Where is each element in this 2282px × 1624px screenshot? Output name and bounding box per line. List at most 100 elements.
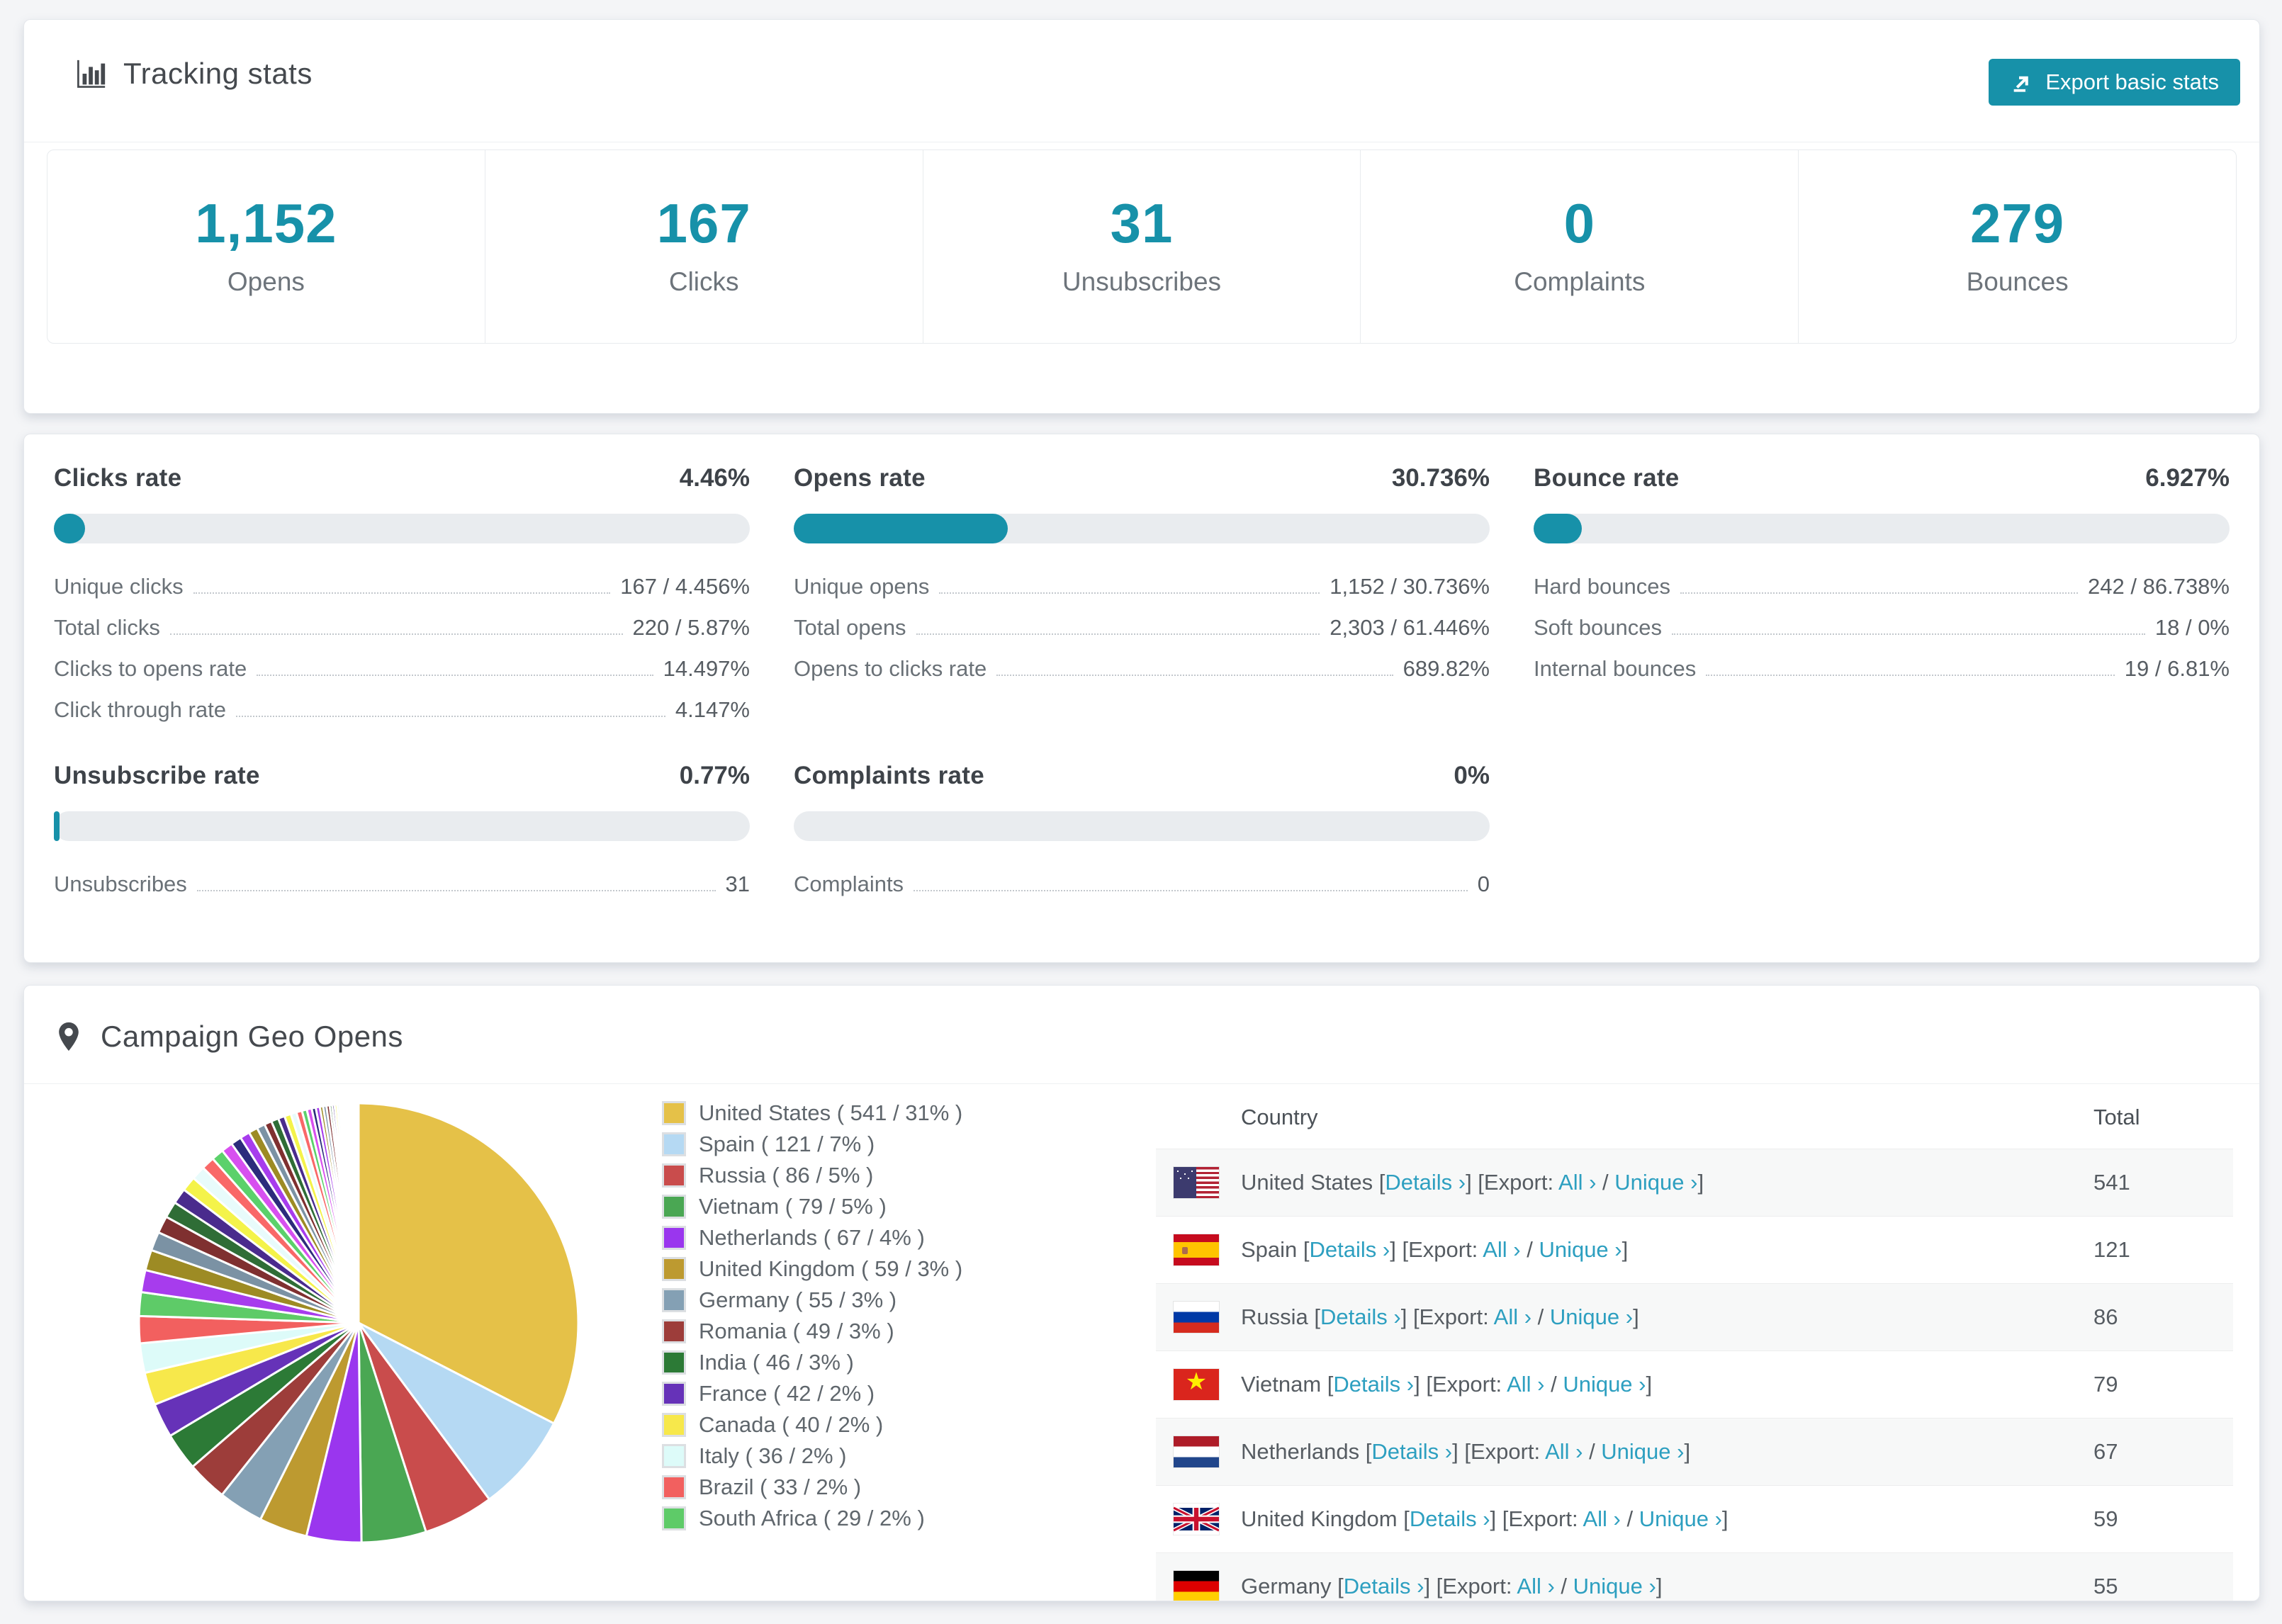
stat-value: 0: [1563, 192, 1595, 254]
export-unique-link[interactable]: Unique ›: [1549, 1304, 1634, 1329]
metric-value: 18 / 0%: [2154, 615, 2230, 640]
export-basic-stats-button[interactable]: Export basic stats: [1989, 59, 2240, 106]
details-link[interactable]: Details ›: [1371, 1439, 1453, 1464]
metric-row: Complaints 0: [794, 864, 1490, 905]
legend-label: Spain ( 121 / 7% ): [699, 1132, 875, 1156]
section-head: Bounce rate 6.927%: [1534, 464, 2230, 492]
dotted-leader: [914, 890, 1468, 891]
map-pin-icon: [59, 1022, 79, 1051]
legend-label: Russia ( 86 / 5% ): [699, 1163, 874, 1188]
geo-table-row-ru: Russia [Details ›] [Export: All › / Uniq…: [1156, 1283, 2233, 1350]
legend-swatch: [662, 1163, 686, 1188]
legend-swatch: [662, 1288, 686, 1312]
metric-row: Unique opens 1,152 / 30.736%: [794, 566, 1490, 607]
section-title: Opens rate: [794, 464, 926, 492]
export-all-link[interactable]: All ›: [1507, 1372, 1545, 1397]
geo-header-divider: [24, 1083, 2259, 1084]
geo-table-body: United States [Details ›] [Export: All ›…: [1156, 1149, 2233, 1601]
legend-item-france: France ( 42 / 2% ): [662, 1378, 962, 1409]
dotted-leader: [193, 592, 611, 594]
details-link[interactable]: Details ›: [1320, 1304, 1401, 1329]
country-name: Germany: [1241, 1574, 1332, 1598]
column-header-country: Country: [1241, 1105, 1318, 1129]
stat-label: Bounces: [1966, 267, 2069, 296]
pie-slice-other[interactable]: [356, 1102, 360, 1324]
metric-value: 1,152 / 30.736%: [1330, 574, 1490, 599]
country-name: United States: [1241, 1170, 1373, 1195]
metric-row: Opens to clicks rate 689.82%: [794, 648, 1490, 689]
legend-label: India ( 46 / 3% ): [699, 1350, 854, 1375]
export-icon: [2014, 76, 2029, 92]
country-name: Russia: [1241, 1304, 1308, 1329]
export-unique-link[interactable]: Unique ›: [1539, 1237, 1622, 1262]
metric-row: Unsubscribes 31: [54, 864, 750, 905]
export-unique-link[interactable]: Unique ›: [1573, 1574, 1656, 1598]
export-all-link[interactable]: All ›: [1483, 1237, 1521, 1262]
geo-legend: United States ( 541 / 31% ) Spain ( 121 …: [662, 1098, 962, 1534]
details-link[interactable]: Details ›: [1343, 1574, 1424, 1598]
legend-swatch: [662, 1382, 686, 1406]
export-all-link[interactable]: All ›: [1545, 1439, 1583, 1464]
legend-swatch: [662, 1413, 686, 1437]
metric-label: Opens to clicks rate: [794, 656, 987, 681]
country-total: 59: [2093, 1506, 2118, 1531]
section-opens-rate: Opens rate 30.736% Unique opens 1,152 / …: [794, 464, 1490, 689]
legend-swatch: [662, 1444, 686, 1468]
export-unique-link[interactable]: Unique ›: [1601, 1439, 1685, 1464]
legend-swatch: [662, 1101, 686, 1125]
export-all-link[interactable]: All ›: [1493, 1304, 1532, 1329]
metric-value: 242 / 86.738%: [2088, 574, 2230, 599]
section-head: Complaints rate 0%: [794, 762, 1490, 790]
pie-slice-spain[interactable]: [357, 1321, 556, 1501]
bar-chart-icon: [77, 60, 106, 88]
legend-item-united-kingdom: United Kingdom ( 59 / 3% ): [662, 1253, 962, 1285]
export-all-link[interactable]: All ›: [1558, 1170, 1597, 1195]
export-unique-link[interactable]: Unique ›: [1614, 1170, 1698, 1195]
dotted-leader: [235, 716, 665, 717]
progress-bar: [54, 514, 750, 543]
rates-card: Clicks rate 4.46% Unique clicks 167 / 4.…: [23, 434, 2260, 963]
flag-germany-icon: [1174, 1571, 1219, 1601]
geo-table-row-vn: ★ Vietnam [Details ›] [Export: All › / U…: [1156, 1350, 2233, 1418]
export-all-link[interactable]: All ›: [1583, 1506, 1621, 1531]
progress-bar-fill: [54, 811, 60, 841]
geo-title: Campaign Geo Opens: [101, 1020, 403, 1053]
dotted-leader: [169, 633, 623, 635]
export-unique-link[interactable]: Unique ›: [1639, 1506, 1722, 1531]
tracking-stats-header: Tracking stats: [75, 57, 313, 91]
details-link[interactable]: Details ›: [1385, 1170, 1466, 1195]
country-total: 121: [2093, 1237, 2130, 1262]
flag-russia-icon: [1174, 1302, 1219, 1333]
summary-stat-complaints: 0 Complaints: [1361, 150, 1799, 343]
dotted-leader: [996, 675, 1393, 676]
summary-stat-bounces: 279 Bounces: [1799, 150, 2236, 343]
stat-value: 31: [1110, 192, 1174, 254]
metric-list: Unsubscribes 31: [54, 864, 750, 905]
metric-label: Click through rate: [54, 697, 226, 722]
metric-label: Hard bounces: [1534, 574, 1671, 599]
details-link[interactable]: Details ›: [1409, 1506, 1490, 1531]
section-head: Opens rate 30.736%: [794, 464, 1490, 492]
legend-label: South Africa ( 29 / 2% ): [699, 1506, 925, 1530]
page-title: Tracking stats: [123, 57, 313, 90]
geo-table: Country Total United States [Details ›] …: [1156, 1092, 2233, 1601]
legend-item-spain: Spain ( 121 / 7% ): [662, 1129, 962, 1160]
rates-grid: Clicks rate 4.46% Unique clicks 167 / 4.…: [54, 464, 2230, 905]
metric-list: Unique clicks 167 / 4.456% Total clicks …: [54, 566, 750, 731]
section-title: Clicks rate: [54, 464, 182, 492]
legend-item-netherlands: Netherlands ( 67 / 4% ): [662, 1222, 962, 1253]
details-link[interactable]: Details ›: [1333, 1372, 1415, 1397]
country-name: United Kingdom: [1241, 1506, 1398, 1531]
legend-swatch: [662, 1475, 686, 1499]
metric-row: Hard bounces 242 / 86.738%: [1534, 566, 2230, 607]
pie-slice-united-states[interactable]: [357, 1102, 580, 1425]
export-all-link[interactable]: All ›: [1517, 1574, 1555, 1598]
legend-label: Brazil ( 33 / 2% ): [699, 1474, 862, 1499]
export-unique-link[interactable]: Unique ›: [1563, 1372, 1646, 1397]
tracking-stats-card: Tracking stats Export basic stats 1,152 …: [23, 19, 2260, 414]
metric-list: Complaints 0: [794, 864, 1490, 905]
geo-table-header: Country Total: [1156, 1092, 2233, 1149]
stat-label: Complaints: [1514, 267, 1646, 296]
legend-label: United Kingdom ( 59 / 3% ): [699, 1256, 963, 1281]
details-link[interactable]: Details ›: [1309, 1237, 1390, 1262]
